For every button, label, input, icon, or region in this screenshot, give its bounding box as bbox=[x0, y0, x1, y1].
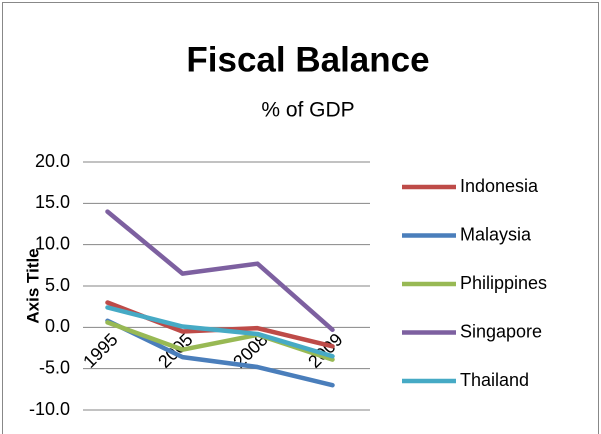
series-line bbox=[105, 209, 335, 333]
y-tick-label: 0.0 bbox=[45, 316, 70, 336]
chart-title: Fiscal Balance bbox=[186, 40, 429, 79]
legend-label: Thailand bbox=[460, 370, 529, 390]
legend-label: Malaysia bbox=[460, 224, 532, 244]
legend-label: Philippines bbox=[460, 273, 547, 293]
y-tick-label: 20.0 bbox=[35, 151, 70, 171]
legend-label: Indonesia bbox=[460, 176, 539, 196]
y-tick-label: 15.0 bbox=[35, 192, 70, 212]
y-tick-label: 10.0 bbox=[35, 233, 70, 253]
y-tick-label: -10.0 bbox=[29, 399, 70, 419]
series-line bbox=[105, 305, 335, 359]
series-line bbox=[105, 318, 335, 388]
y-tick-label: -5.0 bbox=[39, 357, 70, 377]
legend-label: Singapore bbox=[460, 321, 542, 341]
chart-subtitle: % of GDP bbox=[261, 99, 354, 122]
y-tick-label: 5.0 bbox=[45, 275, 70, 295]
y-axis-title: Axis Title bbox=[23, 248, 42, 323]
